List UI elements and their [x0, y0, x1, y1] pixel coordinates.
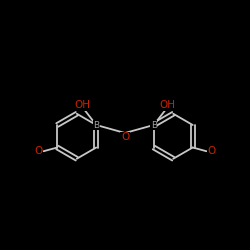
- Text: B: B: [93, 120, 99, 130]
- Text: O: O: [34, 146, 43, 156]
- Text: B: B: [151, 120, 157, 130]
- Text: OH: OH: [74, 100, 90, 110]
- Text: OH: OH: [160, 100, 176, 110]
- Text: O: O: [207, 146, 216, 156]
- Text: O: O: [121, 132, 129, 142]
